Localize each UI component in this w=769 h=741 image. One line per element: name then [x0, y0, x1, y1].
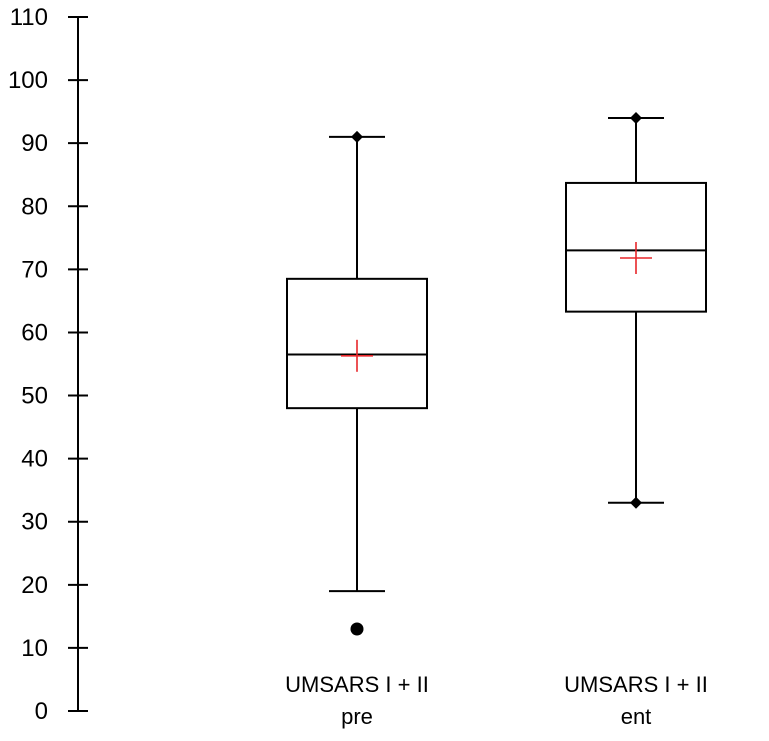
y-tick-label: 50 [21, 383, 48, 410]
iqr-box [565, 181, 707, 313]
category-labels: UMSARS I + II pre UMSARS I + II ent [285, 672, 708, 729]
y-tick-label: 90 [21, 130, 48, 157]
y-tick-label: 0 [35, 698, 48, 725]
y-tick-label: 80 [21, 193, 48, 220]
outlier-point [350, 622, 364, 636]
category-label-line2: ent [621, 704, 652, 729]
box-group [286, 130, 428, 636]
iqr-box [286, 277, 428, 410]
category-label-line2: pre [341, 704, 373, 729]
y-tick-label: 100 [8, 67, 48, 94]
box-group [565, 111, 707, 509]
y-tick-label: 60 [21, 319, 48, 346]
category-label-line1: UMSARS I + II [285, 672, 429, 697]
category-label-line1: UMSARS I + II [564, 672, 708, 697]
y-tick-label: 40 [21, 446, 48, 473]
y-axis: 0 10 20 30 40 50 60 70 80 90 100 110 [8, 4, 88, 725]
plot-area [286, 111, 707, 636]
upper-whisker-marker [630, 111, 642, 124]
y-tick-label: 30 [21, 509, 48, 536]
upper-whisker-marker [351, 130, 363, 143]
y-tick-label: 20 [21, 572, 48, 599]
y-tick-label: 10 [21, 635, 48, 662]
y-tick-label: 70 [21, 256, 48, 283]
lower-whisker-marker [630, 496, 642, 509]
y-tick-label: 110 [10, 4, 48, 31]
